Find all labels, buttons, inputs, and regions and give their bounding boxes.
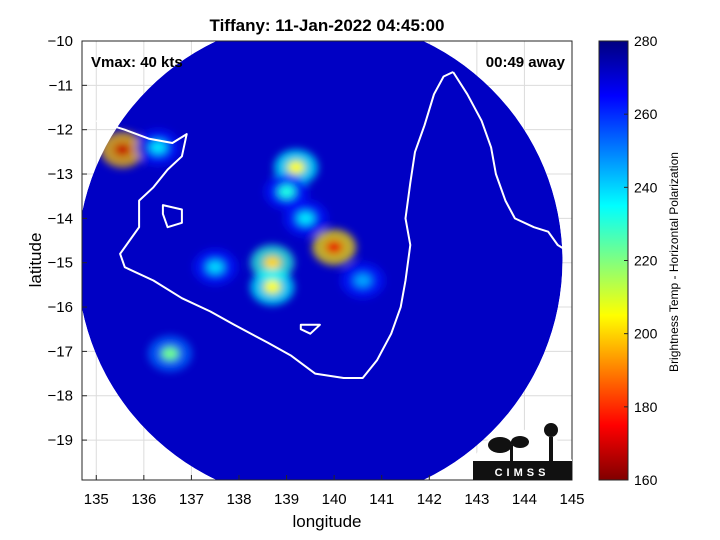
brightness-feature bbox=[283, 200, 328, 237]
y-tick-label: −18 bbox=[48, 388, 73, 405]
colorbar-tick-label: 280 bbox=[634, 33, 658, 49]
y-tick-label: −10 bbox=[48, 33, 73, 50]
vmax-annotation: Vmax: 40 kts bbox=[91, 54, 183, 71]
coastline-gulf-west bbox=[96, 71, 454, 379]
y-tick-label: −13 bbox=[48, 166, 73, 183]
y-axis-label: latitude bbox=[26, 233, 45, 288]
y-tick-label: −17 bbox=[48, 343, 73, 360]
colorbar-label: Brightness Temp - Horizontal Polarizatio… bbox=[667, 152, 681, 372]
colorbar-ticks: 160 180 200 220 240 260 280 bbox=[624, 33, 658, 488]
feature-core bbox=[149, 140, 168, 155]
coastline bbox=[96, 71, 572, 379]
brightness-feature bbox=[136, 129, 181, 166]
feature-core bbox=[277, 184, 296, 199]
x-tick-label: 137 bbox=[179, 491, 204, 508]
colorbar-tick-label: 240 bbox=[634, 179, 658, 195]
feature-core bbox=[206, 260, 225, 275]
brightness-feature bbox=[264, 173, 309, 210]
feature-core bbox=[287, 160, 306, 175]
coastline-mornington-island bbox=[299, 323, 321, 335]
brightness-feature bbox=[340, 262, 385, 299]
y-axis-ticks: −10 −11 −12 −13 −14 −15 −16 −17 −18 −19 bbox=[48, 33, 87, 449]
time-away-annotation: 00:49 away bbox=[486, 54, 566, 71]
cimss-logo: CIMSS bbox=[473, 423, 572, 480]
y-tick-label: −16 bbox=[48, 299, 73, 316]
chart-title: Tiffany: 11-Jan-2022 04:45:00 bbox=[210, 16, 445, 35]
x-tick-label: 145 bbox=[559, 491, 584, 508]
colorbar-tick-label: 180 bbox=[634, 399, 658, 415]
x-axis-label: longitude bbox=[292, 512, 361, 531]
brightness-feature bbox=[250, 269, 295, 306]
x-axis-ticks: 135 136 137 138 139 140 141 142 143 144 145 bbox=[84, 475, 585, 508]
y-tick-label: −14 bbox=[48, 210, 73, 227]
feature-core bbox=[353, 273, 372, 288]
brightness-features bbox=[100, 129, 385, 372]
feature-core bbox=[161, 346, 180, 361]
x-tick-label: 139 bbox=[274, 491, 299, 508]
x-tick-label: 135 bbox=[84, 491, 109, 508]
y-tick-label: −15 bbox=[48, 255, 73, 272]
feature-core bbox=[325, 240, 344, 255]
cimss-logo-text: CIMSS bbox=[495, 467, 550, 479]
colorbar-tick-label: 160 bbox=[634, 472, 658, 488]
x-tick-label: 138 bbox=[226, 491, 251, 508]
colorbar-tick-label: 200 bbox=[634, 326, 658, 342]
feature-core bbox=[296, 211, 315, 226]
brightness-feature bbox=[100, 131, 145, 168]
y-tick-label: −11 bbox=[49, 77, 73, 94]
brightness-feature bbox=[193, 249, 238, 286]
feature-core bbox=[113, 142, 132, 157]
brightness-feature bbox=[148, 335, 193, 372]
colorbar bbox=[598, 40, 629, 481]
coastline-cape-york-east bbox=[452, 71, 572, 255]
x-tick-label: 141 bbox=[369, 491, 394, 508]
colorbar-tick-label: 260 bbox=[634, 106, 658, 122]
x-tick-label: 142 bbox=[417, 491, 442, 508]
x-tick-label: 143 bbox=[464, 491, 489, 508]
coastline-groote-eylandt bbox=[161, 204, 183, 229]
x-tick-label: 140 bbox=[322, 491, 347, 508]
y-tick-label: −12 bbox=[48, 122, 73, 139]
feature-core bbox=[263, 255, 282, 270]
x-tick-label: 144 bbox=[512, 491, 537, 508]
axes-frame bbox=[81, 40, 573, 481]
brightness-feature bbox=[312, 229, 357, 266]
colorbar-tick-label: 220 bbox=[634, 253, 658, 269]
feature-core bbox=[263, 280, 282, 295]
x-tick-label: 136 bbox=[131, 491, 156, 508]
y-tick-label: −19 bbox=[48, 432, 73, 449]
